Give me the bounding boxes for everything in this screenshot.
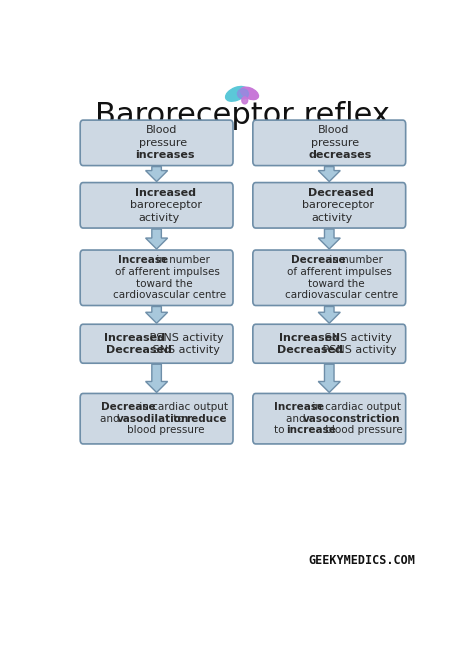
FancyBboxPatch shape bbox=[80, 250, 233, 306]
Text: Blood: Blood bbox=[318, 125, 349, 136]
Polygon shape bbox=[318, 364, 340, 393]
Text: toward the: toward the bbox=[136, 278, 192, 289]
Text: baroreceptor: baroreceptor bbox=[130, 201, 202, 210]
Ellipse shape bbox=[226, 86, 247, 101]
FancyBboxPatch shape bbox=[80, 324, 233, 363]
Text: Decrease: Decrease bbox=[101, 402, 156, 412]
Text: Increase: Increase bbox=[274, 402, 324, 412]
Text: and: and bbox=[286, 413, 309, 424]
Text: Decrease: Decrease bbox=[291, 255, 345, 265]
Text: Increased: Increased bbox=[279, 332, 340, 343]
Text: to: to bbox=[170, 413, 187, 424]
Text: GEEKYMEDICS.COM: GEEKYMEDICS.COM bbox=[309, 554, 416, 567]
Polygon shape bbox=[318, 229, 340, 249]
FancyBboxPatch shape bbox=[253, 393, 406, 444]
Text: baroreceptor: baroreceptor bbox=[302, 201, 374, 210]
Text: Decreased: Decreased bbox=[308, 188, 374, 198]
FancyBboxPatch shape bbox=[253, 250, 406, 306]
Polygon shape bbox=[146, 229, 168, 249]
Text: vasoconstriction: vasoconstriction bbox=[302, 413, 400, 424]
FancyBboxPatch shape bbox=[253, 182, 406, 228]
Text: pressure: pressure bbox=[311, 138, 359, 148]
Text: to: to bbox=[274, 425, 288, 435]
Text: Increased: Increased bbox=[104, 332, 165, 343]
Text: and: and bbox=[100, 413, 123, 424]
Text: Increase: Increase bbox=[118, 255, 168, 265]
Text: Decreased: Decreased bbox=[277, 345, 343, 355]
Text: PSNS activity: PSNS activity bbox=[319, 345, 397, 355]
Ellipse shape bbox=[241, 87, 258, 99]
Text: reduce: reduce bbox=[187, 413, 227, 424]
Text: SNS activity: SNS activity bbox=[149, 345, 219, 355]
Polygon shape bbox=[146, 167, 168, 182]
Text: blood pressure: blood pressure bbox=[127, 425, 205, 435]
Text: SNS activity: SNS activity bbox=[321, 332, 392, 343]
FancyBboxPatch shape bbox=[253, 120, 406, 165]
Text: in cardiac output: in cardiac output bbox=[309, 402, 401, 412]
FancyBboxPatch shape bbox=[80, 182, 233, 228]
Text: Decreased: Decreased bbox=[106, 345, 172, 355]
Text: Increased: Increased bbox=[136, 188, 196, 198]
Text: of afferent impulses: of afferent impulses bbox=[115, 267, 219, 277]
Text: Baroreceptor reflex: Baroreceptor reflex bbox=[95, 101, 391, 130]
Text: blood pressure: blood pressure bbox=[322, 425, 402, 435]
Text: in number: in number bbox=[326, 255, 383, 265]
Text: toward the: toward the bbox=[308, 278, 365, 289]
Ellipse shape bbox=[242, 97, 248, 104]
Text: pressure: pressure bbox=[139, 138, 187, 148]
Text: in cardiac output: in cardiac output bbox=[137, 402, 228, 412]
Text: of afferent impulses: of afferent impulses bbox=[287, 267, 392, 277]
Text: PSNS activity: PSNS activity bbox=[146, 332, 224, 343]
Text: increases: increases bbox=[136, 151, 195, 160]
FancyBboxPatch shape bbox=[253, 324, 406, 363]
Polygon shape bbox=[146, 306, 168, 323]
Polygon shape bbox=[318, 167, 340, 182]
Text: decreases: decreases bbox=[308, 151, 371, 160]
FancyBboxPatch shape bbox=[80, 120, 233, 165]
Text: increase: increase bbox=[286, 425, 337, 435]
Text: Blood: Blood bbox=[146, 125, 177, 136]
Polygon shape bbox=[318, 306, 340, 323]
FancyBboxPatch shape bbox=[80, 393, 233, 444]
Text: in number: in number bbox=[153, 255, 210, 265]
Text: vasodilation: vasodilation bbox=[117, 413, 189, 424]
Text: activity: activity bbox=[311, 213, 353, 223]
Text: activity: activity bbox=[139, 213, 180, 223]
Text: cardiovascular centre: cardiovascular centre bbox=[285, 290, 398, 300]
Text: cardiovascular centre: cardiovascular centre bbox=[112, 290, 226, 300]
Polygon shape bbox=[146, 364, 168, 393]
Ellipse shape bbox=[237, 89, 248, 99]
